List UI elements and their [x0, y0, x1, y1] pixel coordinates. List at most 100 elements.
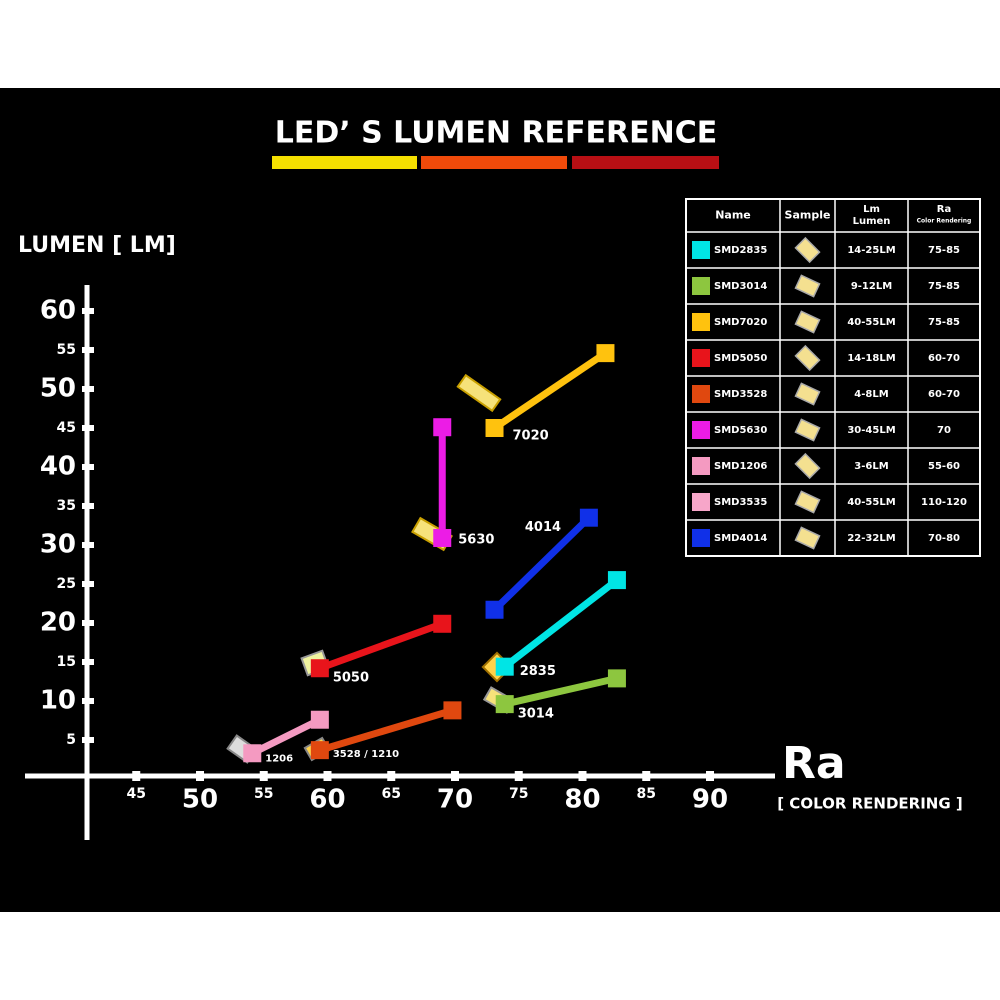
color-swatch [692, 313, 710, 331]
row-name: SMD5630 [714, 425, 767, 436]
column-header: Lumen [853, 216, 891, 227]
y-tick-label: 50 [40, 374, 76, 404]
chip-icon [456, 373, 502, 413]
data-point [443, 701, 462, 720]
y-tick-mark [82, 503, 94, 509]
series-line [502, 577, 620, 670]
series-line [503, 674, 618, 708]
x-tick-mark [514, 771, 523, 781]
row-ra: 55-60 [928, 461, 960, 472]
data-point [579, 508, 598, 527]
row-name: SMD3014 [714, 281, 767, 292]
x-tick-label: 50 [182, 785, 218, 815]
y-tick-label: 60 [40, 296, 76, 326]
y-tick-mark [82, 659, 94, 665]
series-label: 7020 [513, 429, 549, 444]
row-name: SMD5050 [714, 353, 767, 364]
row-lumen: 9-12LM [851, 281, 892, 292]
color-swatch [692, 277, 710, 295]
row-name: SMD3535 [714, 497, 767, 508]
row-lumen: 30-45LM [847, 425, 895, 436]
x-tick-mark [706, 771, 714, 781]
row-name: SMD2835 [714, 245, 767, 256]
title-bar [272, 156, 417, 169]
row-name: SMD7020 [714, 317, 767, 328]
data-point [433, 418, 452, 437]
y-tick-mark [82, 542, 94, 548]
x-tick-label: 70 [437, 785, 473, 815]
row-ra: 75-85 [928, 281, 960, 292]
data-point [243, 744, 262, 763]
y-tick-mark [82, 620, 94, 626]
sample-icon [794, 382, 821, 406]
series-label: 2835 [520, 664, 556, 679]
row-ra: 70-80 [928, 533, 960, 544]
x-tick-label: 45 [127, 786, 146, 802]
data-point [485, 600, 504, 619]
chart-title: LED’ S LUMEN REFERENCE [275, 116, 718, 151]
y-tick-label: 35 [57, 498, 76, 514]
y-tick-mark [82, 347, 94, 353]
column-header: Lm [863, 204, 880, 215]
y-tick-mark [82, 581, 94, 587]
x-tick-label: 65 [382, 786, 401, 802]
series-line [492, 350, 608, 431]
data-point [495, 657, 514, 676]
x-tick-mark [323, 771, 332, 781]
x-tick-mark [387, 771, 396, 781]
column-header: Ra [937, 204, 951, 215]
y-tick-mark [82, 464, 94, 470]
data-point [310, 710, 329, 729]
sample-icon [794, 526, 821, 550]
column-header: Name [715, 209, 751, 222]
data-point [310, 659, 329, 678]
sample-icon [794, 236, 821, 264]
series-line [318, 620, 444, 672]
row-name: SMD4014 [714, 533, 767, 544]
color-swatch [692, 421, 710, 439]
data-point [495, 695, 514, 714]
y-tick-label: 10 [40, 686, 76, 716]
color-swatch [692, 349, 710, 367]
sample-icon [794, 452, 821, 480]
row-ra: 60-70 [928, 353, 960, 364]
series-line [492, 515, 592, 613]
color-swatch [692, 241, 710, 259]
y-tick-label: 55 [57, 342, 76, 358]
series-line [318, 707, 454, 754]
row-name: SMD3528 [714, 389, 767, 400]
y-tick-mark [82, 425, 94, 431]
row-ra: 75-85 [928, 245, 960, 256]
sample-icon [794, 490, 821, 514]
series-label: 5630 [458, 532, 494, 547]
x-tick-label: 60 [309, 785, 345, 815]
y-tick-mark [82, 386, 94, 392]
row-lumen: 22-32LM [847, 533, 895, 544]
series-label: 1206 [265, 753, 293, 764]
series-label: 3528 / 1210 [333, 749, 399, 760]
row-lumen: 3-6LM [854, 461, 888, 472]
row-lumen: 14-18LM [847, 353, 895, 364]
y-tick-mark [82, 698, 94, 704]
x-axis-label: Ra [782, 738, 846, 789]
series-label: 3014 [518, 707, 554, 722]
y-tick-label: 45 [57, 420, 76, 436]
title-bar [421, 156, 567, 169]
row-name: SMD1206 [714, 461, 767, 472]
color-swatch [692, 529, 710, 547]
y-tick-label: 20 [40, 608, 76, 638]
table-border [685, 198, 981, 557]
x-tick-mark [451, 771, 459, 781]
y-axis-label: LUMEN [ LM] [18, 233, 176, 258]
x-tick-mark [259, 771, 268, 781]
row-ra: 70 [937, 425, 951, 436]
sample-icon [794, 310, 821, 334]
data-point [433, 614, 452, 633]
x-tick-label: 80 [564, 785, 600, 815]
row-ra: 60-70 [928, 389, 960, 400]
data-point [607, 669, 626, 688]
column-header: Color Rendering [917, 218, 972, 225]
x-tick-label: 85 [637, 786, 656, 802]
